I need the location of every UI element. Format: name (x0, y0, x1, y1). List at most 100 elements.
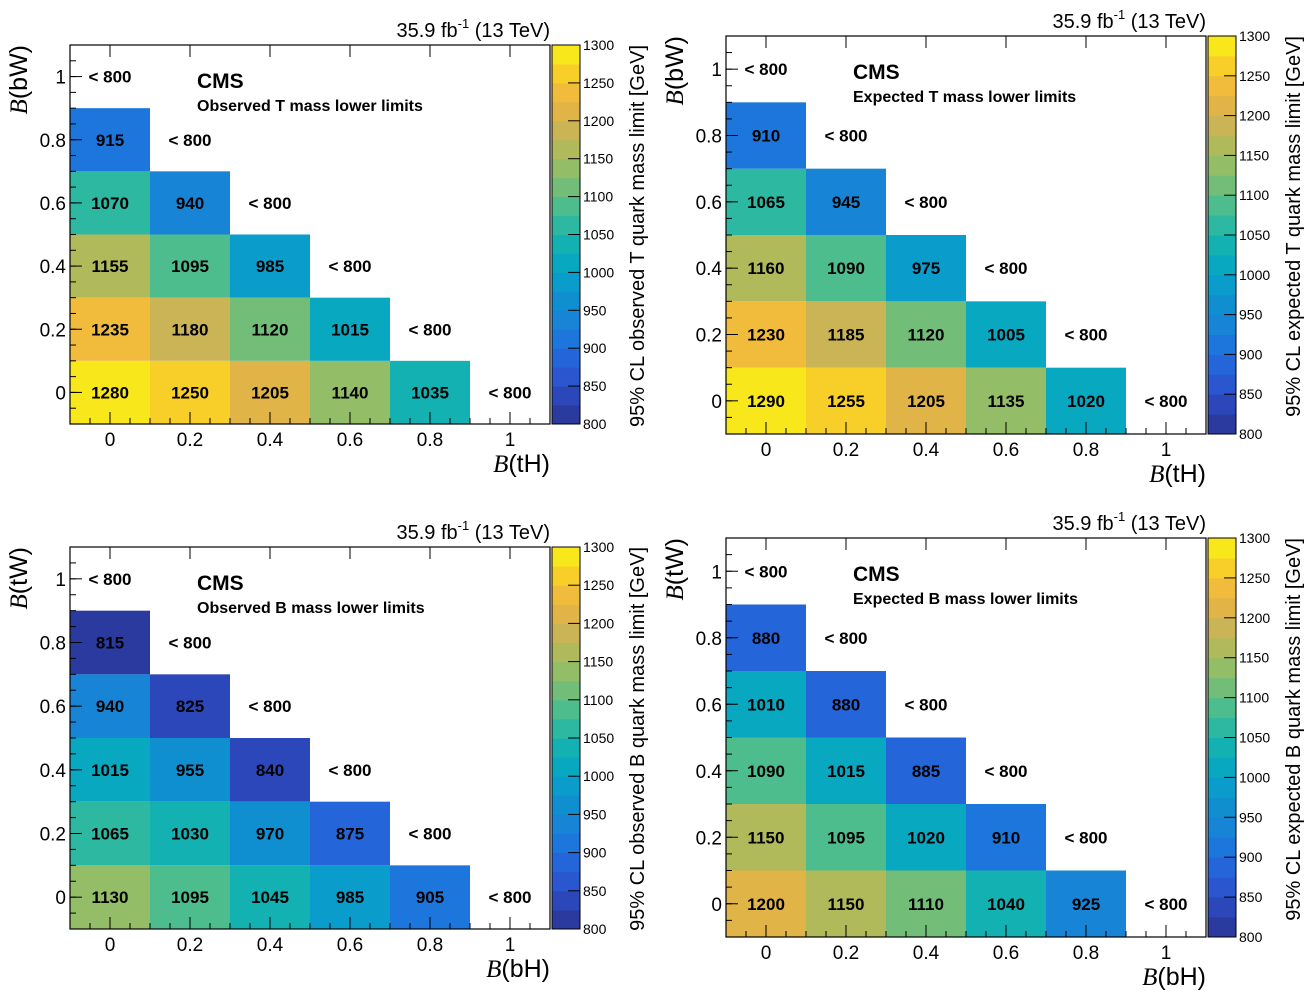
colorbar-tick-label: 950 (1239, 307, 1263, 323)
luminosity-label: 35.9 fb-1 (13 TeV) (1052, 7, 1206, 33)
colorbar-tick-label: 1100 (583, 189, 613, 205)
cell-value-label: 1065 (91, 825, 129, 844)
colorbar-band (1208, 75, 1236, 97)
x-tick-label: 0.4 (913, 440, 940, 461)
below-limit-label: < 800 (248, 697, 291, 716)
below-limit-label: < 800 (904, 695, 947, 714)
colorbar-tick-label: 900 (1239, 849, 1263, 865)
colorbar-band (1208, 314, 1236, 335)
colorbar-band (552, 158, 580, 179)
heatmap-cell (726, 301, 806, 368)
colorbar-band (1208, 717, 1236, 738)
heatmap-cell (150, 171, 230, 235)
cell-value-label: 1235 (91, 320, 129, 339)
colorbar-band (552, 291, 580, 311)
cell-value-label: 825 (176, 697, 204, 716)
chart-subtitle: Expected B mass lower limits (853, 591, 1078, 608)
heatmap-cell (230, 738, 310, 802)
below-limit-label: < 800 (744, 562, 787, 581)
chart-subtitle: Observed B mass lower limits (197, 600, 425, 617)
below-limit-label: < 800 (1144, 895, 1187, 914)
colorbar-band (1208, 354, 1236, 375)
heatmap-cell (886, 235, 966, 302)
y-tick-label: 0.6 (40, 697, 66, 718)
heatmap-cell (726, 671, 806, 738)
heatmap-cell (70, 801, 150, 866)
cell-value-label: 1065 (747, 193, 785, 212)
colorbar-band (552, 329, 580, 349)
colorbar-tick-label: 950 (583, 302, 607, 318)
colorbar-tick-label: 1000 (583, 264, 614, 280)
colorbar-tick-label: 900 (583, 340, 607, 356)
colorbar-title: 95% CL expected B quark mass limit [GeV] (1283, 538, 1305, 921)
heatmap-cell (726, 168, 806, 235)
cell-value-label: 1200 (747, 895, 785, 914)
cell-value-label: 1110 (908, 895, 944, 914)
y-tick-label: 0.6 (40, 194, 66, 215)
colorbar-tick-label: 1150 (583, 151, 613, 167)
colorbar-tick-label: 1200 (583, 113, 614, 129)
below-limit-label: < 800 (408, 825, 451, 844)
heatmap-cell (70, 297, 150, 361)
colorbar-tick-label: 1250 (1239, 68, 1270, 84)
heatmap-cell (70, 108, 150, 172)
colorbar-tick-label: 800 (583, 921, 607, 937)
chart-subtitle: Expected T mass lower limits (853, 89, 1076, 106)
cell-value-label: 925 (1072, 895, 1100, 914)
colorbar-tick-label: 1050 (1239, 227, 1270, 243)
y-tick-label: 0.2 (40, 320, 66, 341)
cell-value-label: 880 (752, 629, 780, 648)
heatmap-cell (806, 671, 886, 738)
below-limit-label: < 800 (984, 259, 1027, 278)
colorbar-band (552, 680, 580, 701)
cell-value-label: 1150 (828, 895, 865, 914)
cell-value-label: 1040 (987, 895, 1025, 914)
cell-value-label: 1160 (748, 259, 785, 278)
below-limit-label: < 800 (248, 194, 291, 213)
cell-value-label: 1205 (251, 383, 289, 402)
cell-value-label: 1095 (827, 828, 865, 847)
colorbar-tick-label: 950 (1239, 809, 1263, 825)
colorbar-band (552, 661, 580, 682)
x-tick-label: 1 (1161, 943, 1172, 964)
heatmap-panel-3: 1130 1095 1045 985 905 < 800 1065 1030 970 875 < 8… (5, 518, 649, 983)
colorbar-tick-label: 850 (583, 378, 607, 394)
heatmap-cell (70, 610, 150, 675)
y-tick-label: 0.8 (696, 629, 722, 650)
colorbar-band (1208, 757, 1236, 778)
colorbar-band (1208, 95, 1236, 117)
colorbar-tick-label: 1250 (1239, 570, 1270, 586)
colorbar-band (1208, 617, 1236, 639)
colorbar-tick-label: 1100 (1239, 187, 1269, 203)
heatmap-cell (70, 171, 150, 235)
cell-value-label: 1120 (252, 320, 289, 339)
colorbar-band (552, 272, 580, 292)
y-tick-label: 0.4 (40, 257, 67, 278)
x-tick-label: 1 (505, 430, 516, 451)
x-axis-title: B(bH) (1142, 963, 1206, 991)
below-limit-label: < 800 (1064, 326, 1107, 345)
y-tick-label: 0.8 (40, 634, 66, 655)
cell-value-label: 1255 (827, 392, 865, 411)
x-tick-label: 0 (761, 440, 772, 461)
heatmap-cell (310, 297, 390, 361)
heatmap-cell (70, 738, 150, 802)
heatmap-cell (726, 737, 806, 804)
experiment-label: CMS (197, 70, 244, 93)
colorbar-tick-label: 1150 (1239, 650, 1269, 666)
cell-value-label: 1290 (747, 392, 785, 411)
below-limit-label: < 800 (984, 762, 1027, 781)
y-axis-title: B(tW) (661, 538, 689, 600)
colorbar-tick-label: 1050 (583, 227, 614, 243)
colorbar-tick-label: 800 (583, 416, 607, 432)
colorbar-band (552, 215, 580, 235)
colorbar-tick-label: 1300 (583, 37, 614, 53)
cell-value-label: 915 (96, 131, 124, 150)
colorbar-band (1208, 577, 1236, 599)
colorbar-tick-label: 1000 (1239, 267, 1270, 283)
x-tick-label: 0 (105, 935, 116, 956)
y-axis-title: B(bW) (5, 45, 33, 114)
y-tick-label: 1 (711, 60, 722, 81)
below-limit-label: < 800 (904, 193, 947, 212)
